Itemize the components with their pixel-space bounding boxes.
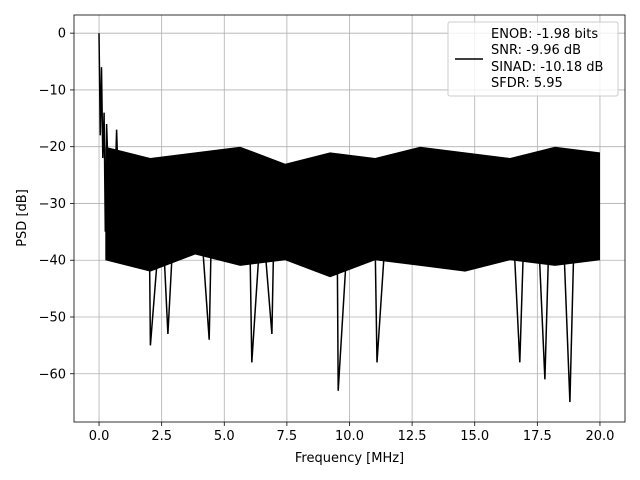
y-tick-label: −20 [39,140,66,155]
x-tick-label: 15.0 [460,429,489,444]
psd-noise-band [105,146,601,278]
x-tick-label: 0.0 [89,429,110,444]
x-tick-label: 2.5 [151,429,172,444]
x-tick-label: 10.0 [335,429,364,444]
legend-box [447,21,619,97]
x-tick-label: 20.0 [585,429,614,444]
x-axis-label: Frequency [MHz] [295,451,404,466]
legend-entry-enob: ENOB: -1.98 bits [491,27,598,42]
y-tick-label: −50 [39,310,66,325]
y-axis-label: PSD [dB] [15,189,30,247]
legend-entry-sinad: SINAD: -10.18 dB [491,60,603,75]
y-tick-label: −60 [39,367,66,382]
y-tick-label: −10 [39,83,66,98]
x-tick-label: 12.5 [398,429,427,444]
y-tick-label: −40 [39,254,66,269]
plot-area [98,33,601,403]
y-tick-label: −30 [39,197,66,212]
y-ticks: 0 −10 −20 −30 −40 −50 −60 [39,27,74,382]
x-tick-label: 17.5 [523,429,552,444]
x-tick-label: 7.5 [277,429,298,444]
y-tick-label: 0 [58,27,66,42]
legend-entry-sfdr: SFDR: 5.95 [491,76,563,91]
legend-entry-snr: SNR: -9.96 dB [491,43,581,58]
psd-series-line [98,33,601,403]
legend: ENOB: -1.98 bits SNR: -9.96 dB SINAD: -1… [447,21,619,97]
x-ticks: 0.0 2.5 5.0 7.5 10.0 12.5 15.0 17.5 20.0 [89,422,614,444]
x-tick-label: 5.0 [214,429,235,444]
